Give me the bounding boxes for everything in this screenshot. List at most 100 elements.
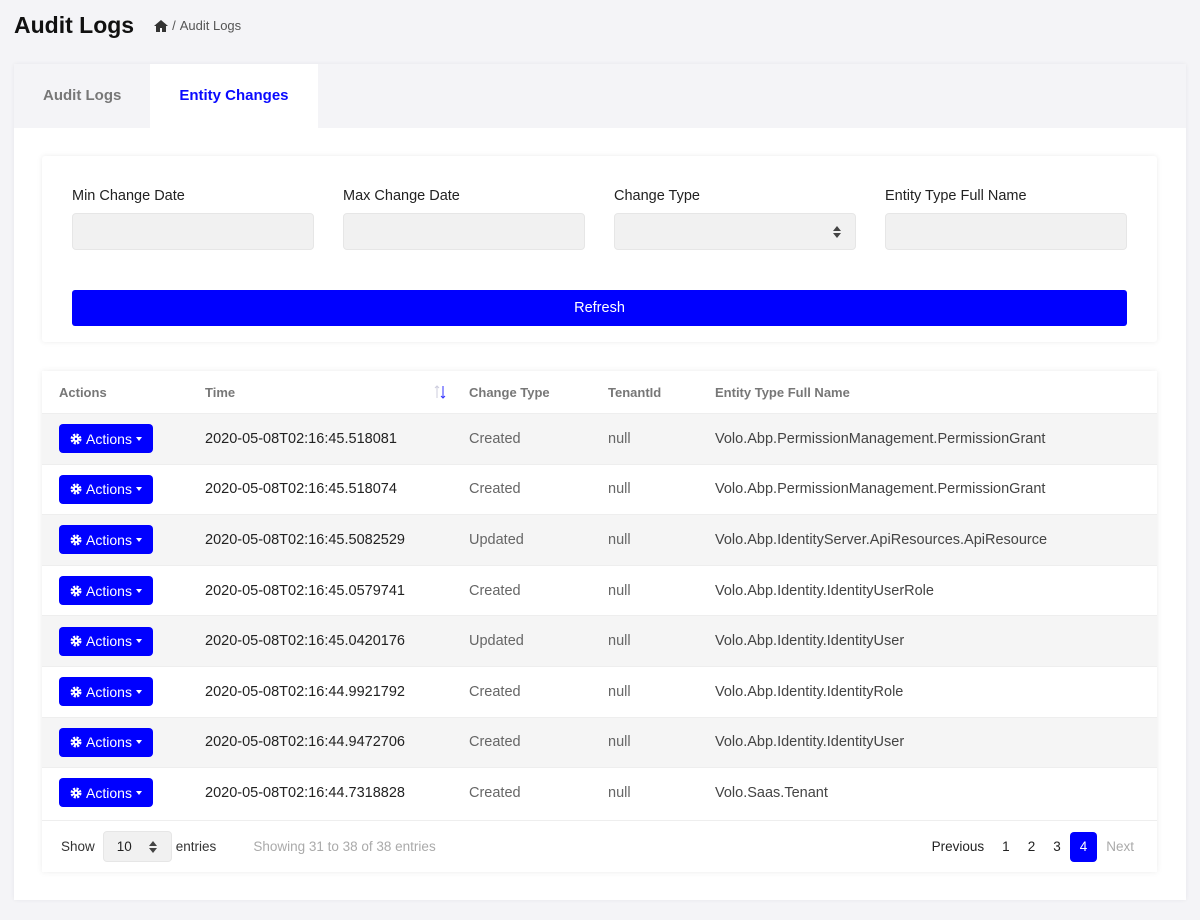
table-row: Actions 2020-05-08T02:16:44.7318828 Crea…	[42, 767, 1157, 818]
page-1-button[interactable]: 1	[1002, 838, 1010, 854]
table-row: Actions 2020-05-08T02:16:45.518081 Creat…	[42, 413, 1157, 464]
gear-icon	[70, 433, 82, 445]
header-entity-type[interactable]: Entity Type Full Name	[715, 384, 850, 400]
sort-icon[interactable]	[434, 385, 446, 399]
table-row: Actions 2020-05-08T02:16:45.5082529 Upda…	[42, 514, 1157, 565]
entries-info: Showing 31 to 38 of 38 entries	[253, 839, 436, 854]
actions-button[interactable]: Actions	[59, 424, 153, 454]
header-time[interactable]: Time	[205, 384, 236, 400]
cell-tenant-id: null	[608, 633, 631, 650]
home-icon[interactable]	[154, 19, 169, 32]
page-size-select[interactable]: 10	[102, 831, 172, 862]
caret-down-icon	[135, 588, 142, 593]
previous-button[interactable]: Previous	[931, 838, 985, 854]
page-title: Audit Logs	[14, 12, 135, 38]
table-footer: Show 10 entries Showing 31 to 38 of 38 e…	[42, 820, 1157, 872]
cell-change-type: Created	[469, 734, 521, 751]
cell-tenant-id: null	[608, 430, 631, 447]
actions-label: Actions	[86, 683, 132, 700]
actions-button[interactable]: Actions	[59, 727, 153, 757]
max-change-date-input[interactable]	[343, 213, 585, 250]
entity-type-label: Entity Type Full Name	[885, 188, 1027, 204]
cell-entity-type: Volo.Abp.IdentityServer.ApiResources.Api…	[715, 531, 1048, 548]
caret-down-icon	[135, 487, 142, 492]
actions-label: Actions	[86, 633, 132, 650]
min-change-date-input[interactable]	[72, 213, 314, 250]
cell-entity-type: Volo.Saas.Tenant	[715, 784, 828, 801]
select-arrows-icon	[833, 225, 841, 238]
cell-change-type: Created	[469, 683, 521, 700]
header-actions: Actions	[59, 384, 107, 400]
gear-icon	[70, 585, 82, 597]
actions-label: Actions	[86, 430, 132, 447]
select-arrows-icon	[148, 840, 157, 853]
cell-change-type: Updated	[469, 633, 524, 650]
cell-change-type: Created	[469, 481, 521, 498]
change-type-label: Change Type	[614, 188, 700, 204]
cell-entity-type: Volo.Abp.Identity.IdentityUser	[715, 734, 905, 751]
cell-change-type: Created	[469, 582, 521, 599]
cell-time: 2020-05-08T02:16:44.7318828	[205, 784, 405, 801]
cell-time: 2020-05-08T02:16:45.518074	[205, 481, 397, 498]
cell-time: 2020-05-08T02:16:45.0579741	[205, 582, 405, 599]
table-header: Actions Time Change Type TenantId Entity…	[42, 371, 1157, 413]
cell-tenant-id: null	[608, 531, 631, 548]
breadcrumb-current: Audit Logs	[179, 18, 242, 33]
actions-button[interactable]: Actions	[59, 626, 153, 656]
caret-down-icon	[135, 639, 142, 644]
table-row: Actions 2020-05-08T02:16:44.9921792 Crea…	[42, 665, 1157, 717]
header-tenant-id[interactable]: TenantId	[608, 384, 662, 400]
tabs: Audit Logs Entity Changes	[14, 64, 1186, 128]
breadcrumb: / Audit Logs	[154, 18, 241, 33]
table-row: Actions 2020-05-08T02:16:45.0420176 Upda…	[42, 615, 1157, 666]
max-date-label: Max Change Date	[343, 188, 460, 204]
actions-button[interactable]: Actions	[59, 778, 153, 808]
actions-label: Actions	[86, 481, 132, 498]
entity-changes-table: Actions Time Change Type TenantId Entity…	[42, 371, 1157, 872]
actions-button[interactable]: Actions	[59, 677, 153, 707]
cell-change-type: Created	[469, 784, 521, 801]
tab-audit-logs[interactable]: Audit Logs	[43, 87, 122, 104]
main-card: Audit Logs Entity Changes Min Change Date…	[14, 64, 1186, 900]
page-4-button[interactable]: 4	[1069, 831, 1098, 862]
entity-type-input[interactable]	[885, 213, 1127, 250]
next-button[interactable]: Next	[1106, 838, 1134, 854]
gear-icon	[70, 534, 82, 546]
pagination: Previous 1 2 3 4 Next	[923, 831, 1143, 862]
cell-tenant-id: null	[608, 481, 631, 498]
cell-tenant-id: null	[608, 734, 631, 751]
actions-label: Actions	[86, 531, 132, 548]
cell-time: 2020-05-08T02:16:45.0420176	[205, 633, 405, 650]
refresh-button[interactable]: Refresh	[72, 290, 1127, 326]
change-type-select[interactable]	[614, 213, 856, 250]
cell-time: 2020-05-08T02:16:45.5082529	[205, 531, 405, 548]
page-3-button[interactable]: 3	[1053, 838, 1061, 854]
min-date-label: Min Change Date	[72, 188, 185, 204]
caret-down-icon	[135, 790, 142, 795]
table-row: Actions 2020-05-08T02:16:45.0579741 Crea…	[42, 564, 1157, 616]
cell-entity-type: Volo.Abp.PermissionManagement.Permission…	[715, 430, 1046, 447]
cell-tenant-id: null	[608, 784, 631, 801]
actions-button[interactable]: Actions	[59, 525, 153, 555]
page-header: Audit Logs / Audit Logs	[14, 12, 241, 39]
actions-button[interactable]: Actions	[59, 576, 153, 606]
gear-icon	[70, 483, 82, 495]
tab-entity-changes[interactable]: Entity Changes	[150, 64, 318, 128]
actions-label: Actions	[86, 734, 132, 751]
table-body: Actions 2020-05-08T02:16:45.518081 Creat…	[42, 413, 1157, 818]
breadcrumb-separator: /	[172, 18, 176, 33]
cell-time: 2020-05-08T02:16:45.518081	[205, 430, 397, 447]
gear-icon	[70, 686, 82, 698]
page-2-button[interactable]: 2	[1027, 838, 1036, 854]
cell-entity-type: Volo.Abp.Identity.IdentityRole	[715, 683, 904, 700]
table-row: Actions 2020-05-08T02:16:45.518074 Creat…	[42, 463, 1157, 515]
gear-icon	[70, 635, 82, 647]
cell-entity-type: Volo.Abp.Identity.IdentityUser	[715, 633, 905, 650]
cell-time: 2020-05-08T02:16:44.9921792	[205, 683, 405, 700]
header-change-type[interactable]: Change Type	[469, 384, 550, 400]
caret-down-icon	[135, 740, 142, 745]
actions-button[interactable]: Actions	[59, 474, 153, 504]
page-size-value: 10	[116, 839, 132, 854]
cell-time: 2020-05-08T02:16:44.9472706	[205, 734, 405, 751]
cell-tenant-id: null	[608, 582, 631, 599]
